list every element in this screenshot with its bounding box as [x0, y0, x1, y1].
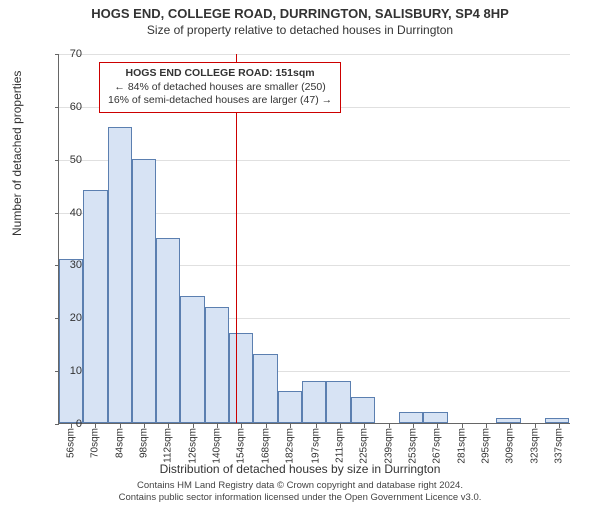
- x-tick-label: 253sqm: [408, 428, 419, 464]
- x-tick-label: 84sqm: [114, 428, 125, 458]
- y-tick-label: 50: [52, 154, 82, 166]
- x-tick-label: 295sqm: [480, 428, 491, 464]
- histogram-bar: [83, 190, 107, 423]
- x-tick-label: 239sqm: [383, 428, 394, 464]
- y-tick-label: 30: [52, 259, 82, 271]
- x-axis-title: Distribution of detached houses by size …: [0, 462, 600, 476]
- histogram-bar: [180, 296, 204, 423]
- y-tick-label: 20: [52, 312, 82, 324]
- x-tick-label: 126sqm: [187, 428, 198, 464]
- y-tick-label: 60: [52, 101, 82, 113]
- histogram-bar: [156, 238, 180, 423]
- histogram-bar: [351, 397, 375, 423]
- x-tick-label: 225sqm: [359, 428, 370, 464]
- plot-area: 56sqm70sqm84sqm98sqm112sqm126sqm140sqm15…: [58, 54, 570, 424]
- gridline: [59, 54, 570, 55]
- histogram-bar: [205, 307, 229, 423]
- y-axis-title: Number of detached properties: [10, 71, 24, 236]
- x-tick-label: 337sqm: [553, 428, 564, 464]
- y-tick-label: 0: [52, 418, 82, 430]
- chart-subtitle: Size of property relative to detached ho…: [0, 23, 600, 37]
- x-tick-label: 267sqm: [432, 428, 443, 464]
- x-tick-label: 168sqm: [260, 428, 271, 464]
- info-box-line: ← 84% of detached houses are smaller (25…: [108, 81, 332, 95]
- x-tick-label: 112sqm: [163, 428, 174, 463]
- histogram-bar: [253, 354, 277, 423]
- x-tick-label: 98sqm: [139, 428, 150, 458]
- y-tick-label: 40: [52, 207, 82, 219]
- chart-footer: Contains HM Land Registry data © Crown c…: [0, 480, 600, 504]
- info-box-line: 16% of semi-detached houses are larger (…: [108, 94, 332, 108]
- info-box-line: HOGS END COLLEGE ROAD: 151sqm: [108, 67, 332, 81]
- histogram-bar: [326, 381, 350, 423]
- histogram-bar: [59, 259, 83, 423]
- info-box: HOGS END COLLEGE ROAD: 151sqm← 84% of de…: [99, 62, 341, 113]
- x-tick-label: 140sqm: [211, 428, 222, 464]
- histogram-bar: [423, 412, 447, 423]
- histogram-bar: [496, 418, 520, 423]
- histogram-bar: [545, 418, 569, 423]
- chart-main-title: HOGS END, COLLEGE ROAD, DURRINGTON, SALI…: [0, 6, 600, 21]
- x-tick-label: 154sqm: [236, 428, 247, 464]
- histogram-bar: [132, 159, 156, 423]
- histogram-bar: [399, 412, 423, 423]
- histogram-bar: [278, 391, 302, 423]
- y-tick-label: 70: [52, 48, 82, 60]
- x-tick-label: 182sqm: [284, 428, 295, 464]
- x-tick-label: 70sqm: [90, 428, 101, 458]
- y-tick-label: 10: [52, 365, 82, 377]
- footer-line-1: Contains HM Land Registry data © Crown c…: [0, 480, 600, 492]
- x-tick-label: 309sqm: [505, 428, 516, 464]
- x-tick-label: 323sqm: [529, 428, 540, 464]
- histogram-bar: [229, 333, 253, 423]
- footer-line-2: Contains public sector information licen…: [0, 492, 600, 504]
- histogram-bar: [302, 381, 326, 423]
- histogram-bar: [108, 127, 132, 423]
- x-tick-label: 281sqm: [456, 428, 467, 464]
- x-tick-label: 211sqm: [335, 428, 346, 463]
- x-tick-label: 56sqm: [66, 428, 77, 458]
- x-tick-label: 197sqm: [310, 428, 321, 464]
- chart-area: 56sqm70sqm84sqm98sqm112sqm126sqm140sqm15…: [58, 54, 570, 424]
